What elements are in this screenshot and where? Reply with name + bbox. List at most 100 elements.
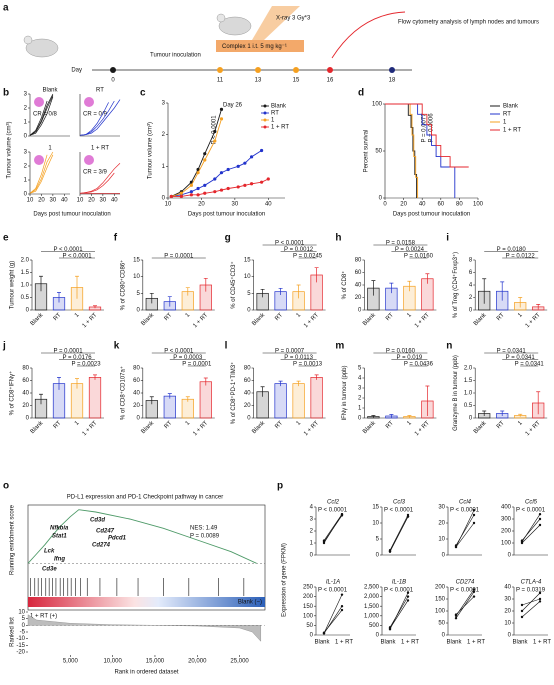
x-tick-label: 1 (296, 312, 303, 319)
series-point (219, 107, 224, 111)
series-point (213, 139, 217, 143)
pair-point (340, 593, 344, 596)
subplot-title: 1 (48, 146, 52, 152)
x-tick-label: Blank (251, 420, 267, 436)
panel-letter: c (140, 88, 146, 99)
error-bar (167, 296, 172, 307)
pair-line (323, 594, 343, 634)
x-tick-label: 1 (517, 420, 524, 427)
bar (274, 383, 287, 419)
x-tick-label: 1 + RT (82, 312, 99, 329)
x-tick-label: Blank (362, 420, 378, 436)
gene-title: Ccl4 (459, 500, 472, 506)
pair-point (472, 513, 476, 517)
x-tick-label: 1 (406, 312, 413, 319)
survival-curve (385, 103, 419, 198)
x-tick-label: 1 + RT (192, 312, 209, 329)
y-tick-label: 20 (504, 609, 511, 615)
p-value: P = 0.0341 (497, 349, 527, 355)
p-value: P < 0.0001 (384, 588, 414, 594)
day-label: 18 (389, 78, 396, 84)
analysis-label: Flow cytometry analysis of lymph nodes a… (398, 20, 539, 26)
p-value: P = 0.0007 (275, 349, 305, 355)
series-point (213, 129, 217, 134)
error-bar (518, 413, 523, 417)
x-tick-label: 1 + RT (533, 640, 551, 646)
pair-line (521, 514, 541, 542)
p-value: P = 0.0001 (53, 349, 83, 355)
day-label: 16 (327, 78, 334, 84)
y-tick-label: 0 (469, 308, 473, 314)
panel-letter: n (446, 341, 452, 352)
error-bar (75, 275, 79, 299)
pair-point (406, 595, 410, 598)
y-axis-label: Tumour weight (g) (10, 261, 16, 309)
y-tick-label: 50 (375, 149, 382, 155)
error-bar (425, 385, 430, 416)
panel-letter: i (446, 233, 449, 244)
y-axis-label: % of CD8⁺ (341, 271, 348, 300)
survival-curve (385, 103, 456, 198)
error-bar (536, 304, 541, 310)
p-value: P = 0.0023 (71, 362, 101, 368)
y-tick-label: 4 (469, 283, 473, 289)
p-value: P = 0.0158 (386, 241, 416, 247)
error-bar (371, 415, 376, 418)
series-point (260, 180, 264, 184)
x-tick-label: 0 (383, 202, 387, 208)
x-tick-label: 5,000 (63, 659, 79, 665)
panel-letter: j (2, 341, 6, 352)
y-axis-label: Running enrichment score (10, 504, 16, 575)
x-tick-label: 1 + RT (303, 420, 320, 437)
y-tick-label: 0 (358, 308, 362, 314)
y-tick-label: 200 (435, 585, 446, 591)
y-tick-label: 4 (358, 376, 362, 382)
x-tick-label: 25,000 (230, 659, 249, 665)
y-tick-label: 15 (244, 258, 251, 264)
treatment-bar (216, 40, 304, 52)
series-line (171, 150, 262, 197)
x-tick-label: 1 + RT (303, 312, 320, 329)
pair-point (454, 545, 458, 549)
xray-beam (252, 6, 300, 40)
x-tick-label: Blank (314, 640, 330, 646)
y-tick-label: 100 (435, 609, 446, 615)
pair-line (323, 609, 343, 633)
y-tick-label: 0 (26, 308, 30, 314)
enrichment-curve (27, 509, 257, 564)
panel-letter: b (3, 88, 9, 99)
p-value: P = 0.0245 (293, 254, 323, 260)
error-bar (75, 378, 79, 389)
pair-point (388, 627, 392, 630)
analysis-arrow (331, 11, 406, 59)
legend-label: 1 (503, 120, 507, 126)
x-tick-label: RT (496, 312, 506, 322)
y-tick-label: 150 (435, 597, 446, 603)
gene-label: Nfkbia (50, 526, 69, 532)
x-tick-label: 1 (185, 312, 192, 319)
series-point (196, 186, 200, 191)
x-tick-label: 20,000 (188, 659, 207, 665)
series-point (169, 194, 173, 199)
panel-letter: k (114, 341, 120, 352)
y-axis-label: % of CD80⁺CD86⁺ (119, 260, 126, 311)
y-tick-label: 0 (508, 553, 512, 559)
legend-label: RT (271, 111, 279, 117)
error-bar (314, 267, 319, 283)
y-axis-label: Expression of gene (FPKM) (282, 543, 288, 617)
tumour-line (29, 151, 54, 194)
legend-marker (263, 104, 267, 108)
x-tick-label: 20 (198, 202, 205, 208)
pair-point (538, 513, 542, 516)
error-bar (296, 380, 301, 387)
y-tick-label: 500 (369, 623, 380, 629)
cr-pie (84, 97, 94, 107)
y-tick-label: 10 (18, 610, 25, 616)
y-tick-label: 20 (355, 295, 362, 301)
pair-point (520, 609, 524, 613)
y-axis-label: % of CD8⁺CD107a⁺ (119, 366, 126, 420)
x-tick-label: 1 (74, 420, 81, 427)
y-tick-label: 80 (244, 366, 251, 372)
y-tick-label: 1,500 (364, 604, 380, 610)
error-bar (93, 305, 97, 309)
